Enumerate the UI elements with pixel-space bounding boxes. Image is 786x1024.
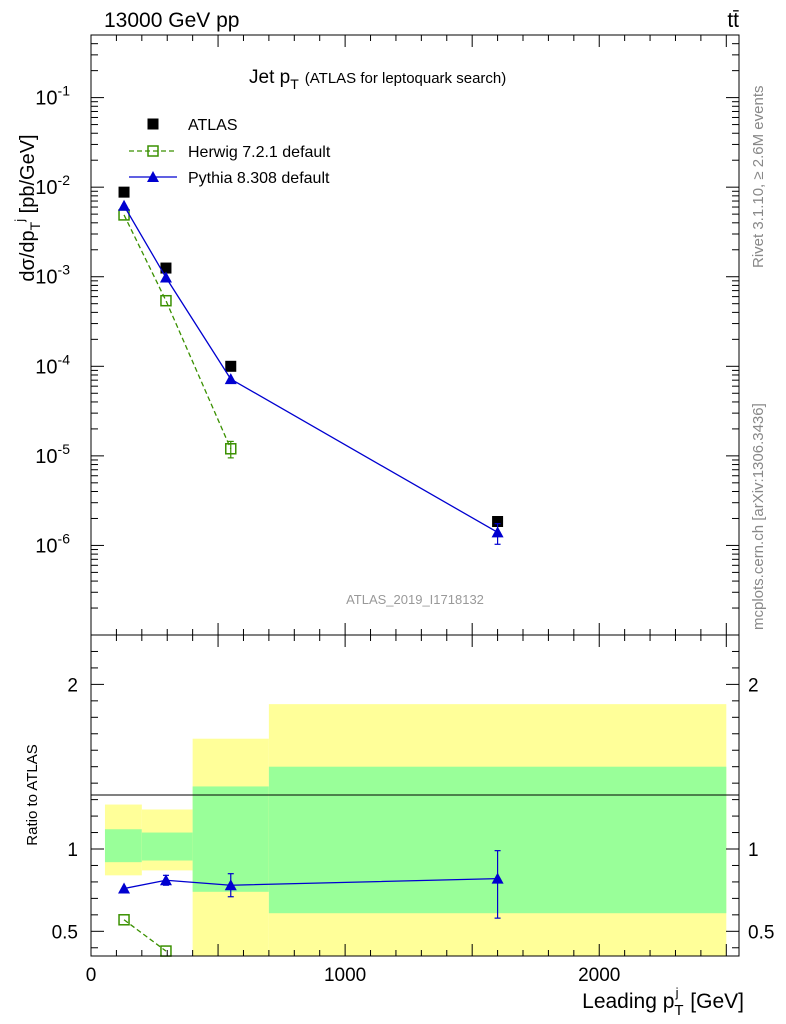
legend-marker-pythia: [147, 171, 159, 182]
x-tick-label: 0: [86, 965, 97, 986]
data-point-pythia: [224, 373, 237, 385]
header-left: 13000 GeV pp: [104, 9, 239, 32]
main-y-axis-label: dσ/dpTj [pb/GeV]: [12, 134, 43, 281]
header-right: tt̄: [727, 9, 739, 32]
legend-label: Herwig 7.2.1 default: [188, 144, 331, 161]
main-ticks: 10-1 10-2 10-3 10-4 10-5 10-6: [35, 34, 739, 636]
ratio-point-pythia: [491, 872, 504, 884]
data-point-pythia: [118, 199, 131, 211]
legend-marker-atlas: [147, 118, 159, 130]
data-point-herwig: [160, 294, 172, 307]
ratio-series-line: [123, 919, 167, 952]
ratio-panel: 0 1000 2000 0.5 0.5 1 1 2 2 Ratio to ATLAS Leadi…: [24, 634, 774, 1019]
main-marks: [118, 186, 504, 545]
data-point-atlas: [225, 360, 237, 372]
ratio-point-herwig: [118, 914, 130, 926]
legend-label: Pythia 8.308 default: [188, 170, 330, 187]
ratio-frame: [90, 634, 740, 957]
y-tick-label: 10-6: [35, 530, 70, 557]
legend: ATLAS Herwig 7.2.1 default Pythia 8.308 de…: [129, 117, 331, 187]
chart-title-sub: T: [290, 76, 299, 92]
series-line: [123, 205, 498, 533]
ratio-y-tick-label-right: 0.5: [748, 922, 774, 943]
ratio-bands: [104, 704, 727, 956]
data-point-herwig: [225, 443, 237, 455]
uncertainty-band-green: [104, 829, 142, 863]
ratio-point-pythia: [118, 882, 131, 894]
ratio-y-tick-label: 2: [67, 675, 78, 696]
data-point-atlas: [118, 186, 130, 198]
ratio-y-tick-label-right: 2: [748, 675, 759, 696]
ratio-point-pythia: [159, 874, 172, 886]
data-point-pythia: [491, 526, 504, 538]
watermark: ATLAS_2019_I1718132: [346, 592, 484, 607]
rivet-label: Rivet 3.1.10, ≥ 2.6M events: [750, 86, 767, 269]
main-panel: 10-1 10-2 10-3 10-4 10-5 10-6 Jet pT (ATLAS fo…: [12, 34, 740, 636]
series-line: [123, 214, 232, 450]
y-tick-label: 10-5: [35, 441, 70, 468]
ratio-point-pythia: [224, 879, 237, 891]
x-tick-label: 2000: [578, 965, 620, 986]
ratio-y-tick-label: 1: [67, 840, 78, 861]
ratio-ticks: 0 1000 2000 0.5 0.5 1 1 2 2: [52, 635, 774, 986]
uncertainty-band-green: [141, 832, 193, 861]
legend-label: ATLAS: [188, 117, 238, 134]
ratio-marks: [118, 850, 504, 957]
chart-title: Jet pT (ATLAS for leptoquark search): [249, 67, 506, 92]
y-tick-label: 10-4: [35, 351, 70, 378]
chart-title-rest: (ATLAS for leptoquark search): [305, 70, 506, 87]
data-point-pythia: [159, 271, 172, 283]
legend-marker-herwig: [147, 145, 159, 157]
ratio-y-tick-label-right: 1: [748, 840, 759, 861]
chart-title-main: Jet p: [249, 67, 290, 88]
x-tick-label: 1000: [324, 965, 366, 986]
y-tick-label: 10-2: [35, 172, 70, 199]
ratio-y-axis-label: Ratio to ATLAS: [24, 744, 41, 845]
y-tick-label: 10-3: [35, 262, 70, 289]
mcplots-label: mcplots.cern.ch [arXiv:1306.3436]: [750, 403, 767, 630]
ratio-series-line: [123, 877, 498, 890]
ratio-y-tick-label: 0.5: [52, 922, 78, 943]
y-tick-label: 10-1: [35, 83, 70, 110]
x-axis-label: Leading pTj [GeV]: [582, 985, 744, 1019]
